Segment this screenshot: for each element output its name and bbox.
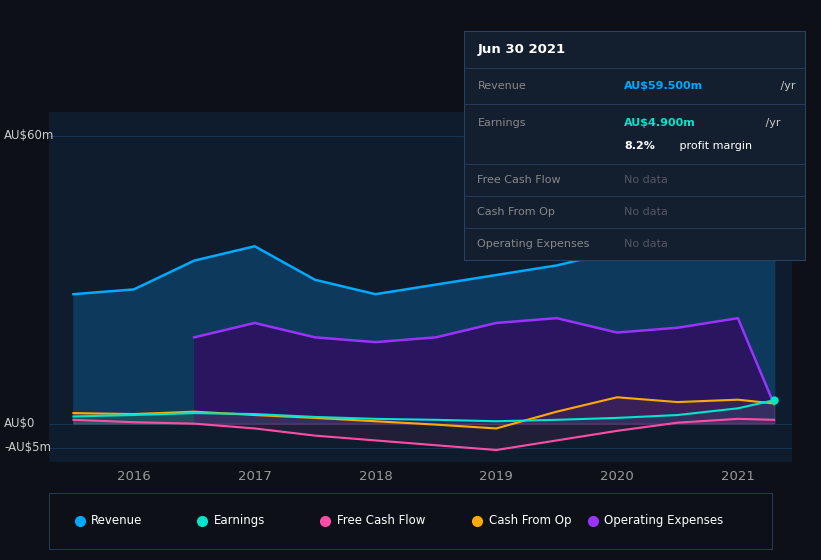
Text: -AU$5m: -AU$5m xyxy=(4,441,51,454)
Text: Operating Expenses: Operating Expenses xyxy=(478,239,589,249)
Text: /yr: /yr xyxy=(762,118,781,128)
Text: No data: No data xyxy=(624,207,667,217)
Text: Revenue: Revenue xyxy=(91,514,143,528)
Text: No data: No data xyxy=(624,239,667,249)
Text: AU$0: AU$0 xyxy=(4,417,35,430)
Text: /yr: /yr xyxy=(777,81,796,91)
Text: profit margin: profit margin xyxy=(676,141,752,151)
Text: Earnings: Earnings xyxy=(214,514,265,528)
Text: No data: No data xyxy=(624,175,667,185)
Text: AU$4.900m: AU$4.900m xyxy=(624,118,695,128)
Text: Revenue: Revenue xyxy=(478,81,526,91)
Text: Cash From Op: Cash From Op xyxy=(478,207,555,217)
Text: AU$59.500m: AU$59.500m xyxy=(624,81,703,91)
Text: AU$60m: AU$60m xyxy=(4,129,54,142)
Text: Operating Expenses: Operating Expenses xyxy=(604,514,723,528)
Text: Free Cash Flow: Free Cash Flow xyxy=(337,514,425,528)
Text: 8.2%: 8.2% xyxy=(624,141,655,151)
Text: Free Cash Flow: Free Cash Flow xyxy=(478,175,561,185)
Text: Cash From Op: Cash From Op xyxy=(488,514,571,528)
Text: Jun 30 2021: Jun 30 2021 xyxy=(478,43,566,55)
Text: Earnings: Earnings xyxy=(478,118,526,128)
